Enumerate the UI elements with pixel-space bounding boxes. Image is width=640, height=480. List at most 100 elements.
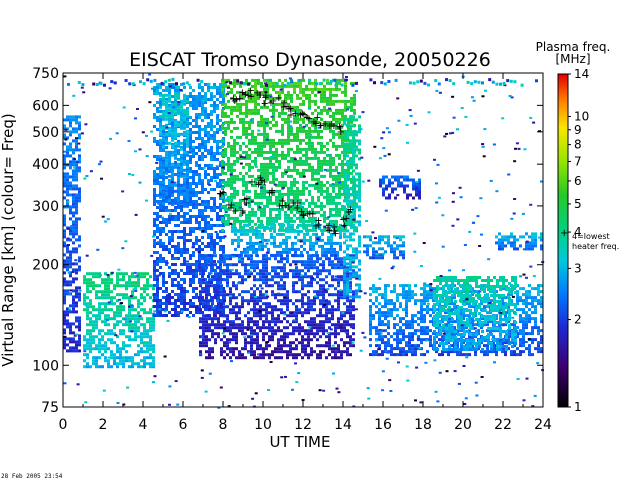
trace-marker: +: [216, 189, 224, 200]
trace-marker: +: [340, 220, 348, 231]
colorbar-marker-note-1: 4=lowest: [572, 232, 610, 241]
trace-marker: +: [305, 114, 313, 125]
trace-marker: +: [239, 206, 247, 217]
trace-marker: +: [268, 188, 276, 199]
y-tick-label: 750: [32, 66, 59, 82]
echo-region: [83, 272, 155, 369]
colorbar-tick-label: 6: [574, 174, 582, 188]
trace-marker: +: [317, 120, 325, 131]
y-tick-label: 400: [32, 157, 59, 173]
trace-marker: +: [315, 220, 323, 231]
colorbar-marker: +: [560, 228, 568, 239]
trace-marker: +: [299, 210, 307, 221]
x-tick-label: 22: [494, 417, 512, 433]
x-tick-label: 18: [414, 417, 432, 433]
trace-marker: +: [300, 109, 308, 120]
trace-marker: +: [328, 119, 336, 130]
echo-region: [379, 175, 421, 200]
x-tick-label: 10: [254, 417, 272, 433]
trace-marker: +: [219, 188, 227, 199]
trace-marker: +: [310, 117, 318, 128]
trace-marker: +: [225, 200, 233, 211]
trace-marker: +: [227, 200, 235, 211]
x-tick-label: 24: [534, 417, 552, 433]
trace-marker: +: [256, 90, 264, 101]
trace-marker: +: [309, 209, 317, 220]
trace-marker: +: [339, 214, 347, 225]
trace-marker: +: [285, 202, 293, 213]
colorbar-marker-note-2: heater freq.: [572, 242, 619, 251]
y-tick-label: 75: [41, 400, 59, 416]
plot-area: +++++++++++++++++++++++++++ ++++++ ++++++ +…: [63, 73, 545, 409]
trace-marker: +: [262, 91, 270, 102]
trace-marker: +: [280, 102, 288, 113]
x-tick-label: 14: [334, 417, 352, 433]
colorbar-tick-label: 2: [574, 313, 582, 327]
trace-marker: +: [261, 98, 269, 109]
x-tick-label: 6: [179, 417, 188, 433]
colorbar-frame: [557, 73, 569, 408]
colorbar: [558, 74, 568, 408]
scatter-noise: [63, 73, 545, 409]
trace-marker: +: [247, 91, 255, 102]
trace-marker: +: [268, 185, 276, 196]
trace-marker: +: [232, 95, 240, 106]
trace-marker: +: [336, 123, 344, 134]
trace-marker: +: [345, 207, 353, 218]
x-tick-label: 20: [454, 417, 472, 433]
trace-marker: +: [241, 195, 249, 206]
y-tick-label: 200: [32, 258, 59, 274]
y-tick-label: 500: [32, 125, 59, 141]
trace-marker: +: [275, 93, 283, 104]
trace-marker: +: [342, 214, 350, 225]
x-tick-label: 8: [219, 417, 228, 433]
trace-marker: +: [255, 178, 263, 189]
trace-marker: +: [258, 175, 266, 186]
y-axis: 75 100 200 300 400 500 600 750: [32, 66, 543, 416]
trace-marker: +: [325, 225, 333, 236]
trace-marker: +: [293, 203, 301, 214]
trace-marker: +: [256, 90, 264, 101]
trace-marker: +: [296, 110, 304, 121]
trace-marker: +: [229, 93, 237, 104]
y-tick-label: 300: [32, 199, 59, 215]
x-tick-label: 2: [99, 417, 108, 433]
colorbar-tick-label: 9: [574, 123, 582, 137]
trace-marker: +: [244, 91, 252, 102]
trace-marker: +: [282, 102, 290, 113]
trace-marker: +: [285, 202, 293, 213]
trace-marker: +: [286, 104, 294, 115]
trace-marker: +: [282, 200, 290, 211]
trace-marker: +: [231, 206, 239, 217]
echo-region: [363, 235, 405, 260]
trace-marker: +: [291, 109, 299, 120]
trace-marker: +: [335, 121, 343, 132]
trace-marker: +: [298, 109, 306, 120]
trace-marker: +: [260, 177, 268, 188]
trace-marker: +: [294, 198, 302, 209]
trace-marker: +: [254, 179, 262, 190]
chart-title: EISCAT Tromso Dynasonde, 20050226: [129, 49, 491, 71]
trace-marker: +: [280, 98, 288, 109]
trace-marker: +: [278, 196, 286, 207]
footer-timestamp: 28 Feb 2005 23:54: [1, 473, 63, 480]
colorbar-tick-label: 4: [574, 225, 582, 239]
trace-marker: +: [321, 119, 329, 130]
trace-marker: +: [231, 96, 239, 107]
trace-marker: +: [248, 177, 256, 188]
trace-marker: +: [247, 86, 255, 97]
colorbar-tick-label: 3: [574, 261, 582, 275]
colorbar-tick-label: 5: [574, 197, 582, 211]
y-tick-label: 600: [32, 98, 59, 114]
trace-marker: +: [312, 221, 320, 232]
trace-marker: +: [261, 93, 269, 104]
trace-marker: +: [331, 226, 339, 237]
trace-marker: +: [316, 120, 324, 131]
colorbar-tick-label: 14: [574, 67, 589, 81]
trace-marker: +: [238, 88, 246, 99]
top-boundary-echoes: [67, 77, 538, 87]
lowest-heater-trace: +++++++++++++++++++++++++++ ++++++ ++++++ +…: [216, 173, 355, 239]
trace-marker: +: [287, 110, 295, 121]
echo-region: [199, 254, 355, 360]
